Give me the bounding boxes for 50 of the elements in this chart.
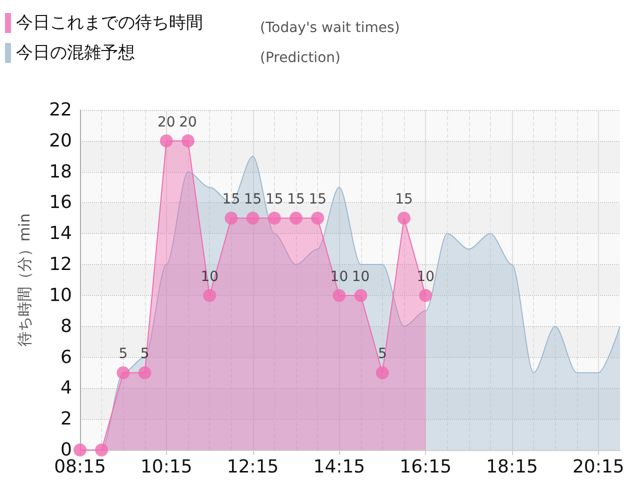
point (182, 134, 194, 148)
y-tick-label: 6 (60, 346, 72, 368)
data-label: 20 (157, 114, 176, 130)
y-tick-label: 4 (60, 378, 72, 399)
y-tick-label: 20 (49, 130, 72, 152)
data-label: 10 (200, 268, 219, 285)
x-tick-label: 16:15 (400, 456, 452, 478)
x-tick-label: 12:15 (226, 456, 279, 478)
point (398, 212, 410, 225)
y-tick-label: 10 (49, 284, 72, 306)
y-tick-label: 22 (49, 100, 72, 120)
data-label: 15 (265, 192, 284, 208)
legend-label: 今日の混雑予想 (16, 43, 135, 63)
y-tick-label: 2 (60, 408, 72, 430)
point (224, 212, 238, 225)
point (160, 134, 173, 148)
text: (Today's wait times) (260, 20, 400, 36)
point (268, 212, 281, 225)
point (419, 288, 432, 302)
data-label: 20 (179, 114, 197, 130)
point (311, 212, 324, 225)
data-label: 15 (308, 192, 327, 208)
point (246, 212, 260, 225)
point (290, 212, 302, 225)
point (95, 444, 108, 456)
point (376, 366, 389, 380)
y-tick-label: 8 (60, 316, 72, 337)
y-tick-label: 12 (49, 254, 72, 276)
y-axis-title: 待ち時間（分）min (16, 213, 34, 347)
data-label: 15 (244, 192, 262, 208)
y-tick-label: 18 (49, 161, 72, 182)
y-tick-label: 16 (49, 192, 72, 214)
data-label: 15 (287, 192, 305, 208)
point (332, 288, 346, 302)
x-tick-label: 20:15 (572, 456, 624, 478)
data-label: 15 (222, 192, 240, 208)
data-label: 15 (395, 192, 413, 208)
legend-label: 今日これまでの待ち時間 (16, 13, 203, 33)
data-label: 5 (118, 346, 128, 362)
x-tick-label: 18:15 (486, 456, 538, 478)
y-tick-label: 14 (49, 223, 72, 244)
text: (Prediction) (260, 50, 340, 66)
point (116, 366, 130, 380)
data-label: 10 (352, 268, 370, 285)
point (138, 366, 152, 380)
point (74, 444, 86, 456)
point (354, 288, 368, 302)
x-tick-label: 10:15 (140, 456, 192, 478)
point (203, 288, 216, 302)
x-tick-label: 14:15 (313, 456, 366, 478)
